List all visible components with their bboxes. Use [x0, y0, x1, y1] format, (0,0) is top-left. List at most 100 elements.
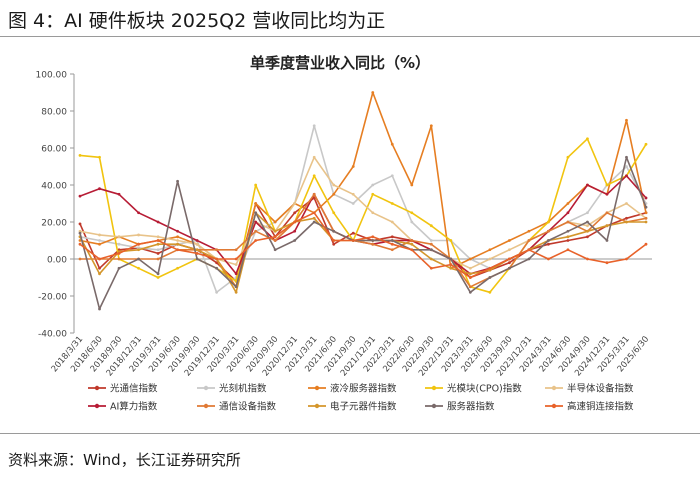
data-point — [293, 211, 297, 215]
data-point — [273, 220, 277, 224]
data-point — [234, 263, 238, 266]
data-point — [625, 155, 628, 159]
data-point — [234, 290, 238, 294]
data-point — [156, 242, 160, 246]
data-point — [176, 248, 179, 252]
data-point — [254, 211, 258, 215]
legend-label: 服务器指数 — [447, 401, 495, 413]
data-point — [488, 290, 492, 294]
series-line — [80, 193, 647, 288]
legend-marker — [314, 403, 320, 409]
data-point — [449, 257, 453, 261]
data-point — [586, 224, 589, 228]
data-point — [215, 257, 219, 261]
data-point — [371, 211, 375, 215]
data-point — [332, 242, 336, 246]
data-point — [468, 285, 472, 289]
data-point — [78, 242, 82, 246]
legend-label: 光刻机指数 — [219, 383, 267, 395]
data-point — [98, 242, 101, 246]
data-point — [156, 220, 160, 224]
data-point — [156, 239, 160, 242]
data-point — [195, 242, 199, 246]
data-point — [410, 248, 414, 252]
data-point — [137, 266, 140, 270]
data-point — [644, 211, 648, 215]
title-divider — [0, 36, 700, 37]
series-line — [79, 91, 647, 288]
legend-label: 电子元器件指数 — [330, 401, 397, 413]
data-point — [488, 266, 492, 270]
data-point — [605, 183, 609, 187]
data-point — [390, 142, 394, 146]
data-point — [566, 248, 570, 252]
data-point — [156, 276, 160, 279]
data-point — [468, 276, 472, 279]
data-point — [371, 192, 375, 196]
data-point — [507, 261, 511, 265]
data-point — [195, 248, 199, 252]
data-point — [586, 137, 589, 141]
data-point — [410, 239, 414, 242]
data-point — [625, 174, 628, 178]
source-note: 资料来源：Wind，长江证券研究所 — [8, 451, 241, 469]
data-point — [468, 290, 472, 294]
data-point — [254, 239, 258, 242]
data-point — [351, 231, 355, 235]
data-point — [117, 235, 121, 239]
data-point — [117, 257, 121, 261]
data-point — [390, 202, 394, 205]
data-point — [117, 242, 121, 246]
data-point — [410, 242, 414, 246]
data-point — [625, 220, 628, 224]
legend-marker — [203, 385, 209, 391]
chart-title: 单季度营业收入同比（%） — [250, 54, 430, 72]
data-point — [566, 211, 570, 215]
legend-marker — [94, 385, 100, 391]
data-point — [644, 242, 648, 246]
data-point — [547, 229, 550, 233]
data-point — [98, 155, 101, 159]
y-tick-label: -40.00 — [38, 330, 67, 340]
data-point — [78, 222, 82, 226]
legend-label: 通信设备指数 — [219, 401, 277, 413]
data-point — [293, 239, 297, 242]
data-point — [137, 233, 140, 237]
legend-marker — [314, 385, 320, 391]
data-point — [98, 307, 101, 311]
data-point — [312, 174, 316, 178]
data-point — [195, 252, 199, 255]
data-point — [586, 220, 589, 224]
data-point — [332, 239, 336, 242]
data-point — [351, 239, 355, 242]
data-point — [547, 242, 550, 246]
data-point — [488, 276, 492, 279]
data-point — [390, 239, 394, 242]
data-point — [137, 248, 140, 252]
data-point — [644, 196, 648, 200]
data-point — [312, 192, 316, 196]
data-point — [429, 242, 433, 246]
data-point — [625, 202, 628, 205]
data-point — [468, 257, 472, 261]
data-point — [234, 257, 238, 261]
data-point — [410, 220, 414, 224]
data-point — [605, 239, 609, 242]
data-point — [98, 257, 101, 261]
data-point — [215, 261, 219, 265]
data-point — [293, 220, 297, 224]
data-point — [117, 266, 121, 270]
data-point — [605, 192, 609, 196]
legend-label: 半导体设备指数 — [567, 383, 634, 395]
data-point — [547, 220, 550, 224]
y-tick-label: 80.00 — [41, 108, 67, 118]
data-point — [507, 266, 511, 270]
data-point — [312, 216, 316, 220]
data-point — [644, 205, 648, 209]
data-point — [312, 124, 316, 128]
data-point — [527, 257, 531, 261]
data-point — [371, 91, 375, 94]
data-point — [332, 229, 336, 233]
data-point — [371, 239, 375, 242]
data-point — [449, 239, 453, 242]
